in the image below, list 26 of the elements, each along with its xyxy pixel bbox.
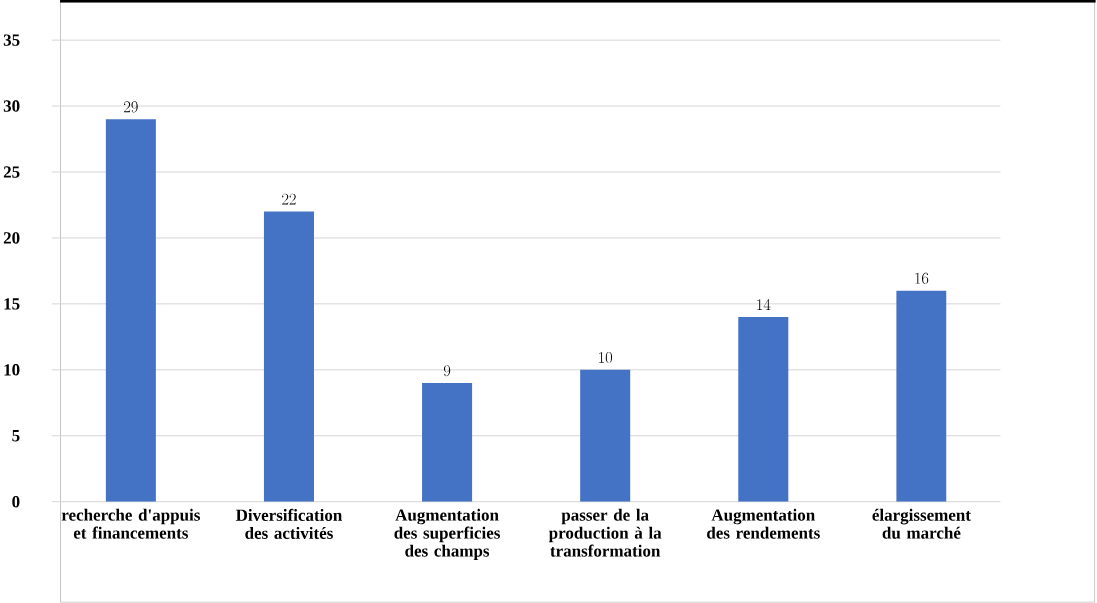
- bar: [422, 383, 473, 502]
- y-tick-label: 25: [3, 166, 20, 178]
- y-tick-label: 35: [3, 34, 20, 46]
- data-label: 14: [757, 299, 771, 311]
- bar: [896, 290, 947, 502]
- bar: [263, 211, 314, 502]
- y-tick-label: 10: [4, 364, 20, 376]
- x-tick-label: Diversification des activités: [235, 509, 343, 540]
- data-label: 9: [443, 365, 451, 377]
- x-tick-label: recherche d'appuis et financements: [61, 509, 200, 539]
- y-tick-label: 30: [3, 100, 20, 112]
- y-tick-label: 20: [3, 232, 20, 244]
- data-label: 29: [124, 101, 138, 113]
- x-tick-label: Augmentation des superficies des champs: [394, 509, 500, 561]
- data-label: 22: [282, 193, 296, 205]
- x-tick-label: Augmentation des rendements: [707, 509, 820, 539]
- bar: [580, 370, 631, 502]
- y-tick-label: 0: [12, 496, 20, 508]
- bar: [105, 119, 156, 502]
- y-tick-label: 5: [12, 430, 20, 442]
- x-tick-label: élargissement du marché: [872, 509, 971, 539]
- data-label: 16: [915, 272, 929, 285]
- bar: [738, 317, 789, 502]
- x-tick-label: passer de la production à la transformation: [548, 509, 662, 557]
- data-label: 10: [599, 352, 613, 364]
- y-tick-label: 15: [4, 298, 20, 310]
